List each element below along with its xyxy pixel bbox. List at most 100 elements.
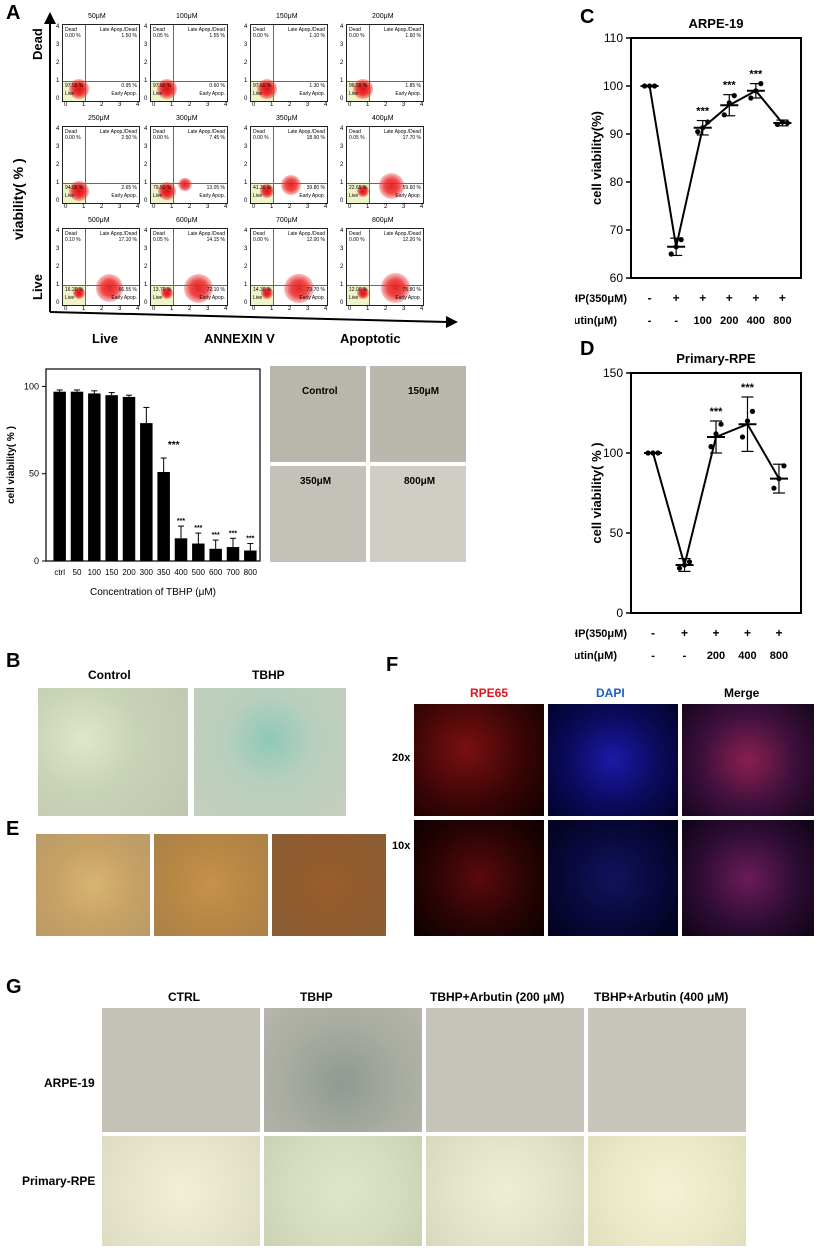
bar-x-tick-label: 150 (105, 568, 119, 577)
flow-y-tick: 2 (144, 264, 148, 270)
panel-f-dapi-10x (548, 820, 678, 936)
data-point (774, 121, 781, 127)
flow-y-tick: 2 (144, 60, 148, 66)
flow-y-tick: 0 (144, 198, 148, 204)
panel-f-merge-10x (682, 820, 814, 936)
significance-label: *** (723, 80, 737, 92)
flow-x-tick: 4 (136, 306, 140, 312)
flow-plot: Dead 0.00 % Late Apop./Dead 1.60 % 96.55 % L… (346, 24, 424, 102)
quadrant-dead-value: 0.00 % (253, 33, 269, 39)
flow-y-tick: 2 (56, 264, 60, 270)
flow-x-tick: 0 (348, 102, 352, 108)
chart-title: Primary-RPE (676, 351, 756, 366)
bar-mark (70, 391, 84, 561)
bar-x-axis-label: Concentration of TBHP (μM) (90, 587, 216, 598)
flow-y-tick: 2 (56, 60, 60, 66)
quadrant-live-value: 14.30 % (253, 287, 272, 293)
quadrant-early-value: 2.65 % (121, 185, 137, 191)
flow-y-tick: 2 (144, 162, 148, 168)
quadrant-late-label: Late Apop./Dead (287, 129, 325, 135)
data-point (681, 562, 688, 568)
primary-rpe-viability-chart: Primary-RPE 0 50 100 150 cell viability( % ) -… (575, 351, 802, 662)
panel-g-arpe-ctrl (102, 1008, 260, 1132)
flow-x-tick: 1 (170, 306, 174, 312)
bar-x-tick-label: ctrl (54, 568, 65, 577)
bar-mark (226, 547, 240, 561)
bar-x-tick-label: 350 (157, 568, 171, 577)
quadrant-late-value: 1.50 % (121, 33, 137, 39)
flow-plot: Dead 0.05 % Late Apop./Dead 1.55 % 97.80 % L… (150, 24, 228, 102)
flow-y-tick: 2 (340, 162, 344, 168)
flow-plot: Dead 0.00 % Late Apop./Dead 12.00 % 14.30 %… (250, 228, 328, 306)
flow-y-tick: 0 (56, 300, 60, 306)
quadrant-dead-value: 0.05 % (349, 135, 365, 141)
data-point (776, 476, 782, 482)
quadrant-dead-value: 0.00 % (253, 237, 269, 243)
quadrant-early-value: 39.80 % (306, 185, 325, 191)
quadrant-live-value: 41.30 % (253, 185, 272, 191)
quadrant-early-label: Early Apop. (395, 91, 421, 97)
arbutin-dose: 400 (747, 315, 765, 327)
panel-g-ctrl-label: CTRL (168, 990, 200, 1004)
panel-g-prim-ctrl (102, 1136, 260, 1246)
data-point (646, 83, 653, 89)
data-point (718, 421, 724, 427)
apoptotic-population (284, 273, 314, 303)
panel-label-d: D (580, 338, 595, 360)
apoptotic-population (378, 173, 405, 199)
quadrant-early-value: 1.30 % (309, 83, 325, 89)
significance-label: *** (696, 106, 710, 118)
panel-g-primary-label: Primary-RPE (22, 1174, 96, 1188)
quadrant-live-value: 97.80 % (153, 83, 172, 89)
flow-x-tick: 1 (270, 102, 274, 108)
y-axis-label: cell viability( % ) (589, 442, 604, 543)
quadrant-early-value: 73.70 % (306, 287, 325, 293)
flow-axes (44, 12, 458, 328)
flow-x-tick: 1 (82, 102, 86, 108)
quadrant-dead-label: Dead (65, 27, 77, 33)
flow-x-tick: 4 (324, 102, 328, 108)
flow-y-tick: 4 (244, 126, 248, 132)
flow-x-tick: 0 (252, 306, 256, 312)
flow-x-tick: 2 (384, 306, 388, 312)
panel-e-image-3 (272, 834, 386, 936)
flow-y-tick: 1 (56, 282, 60, 288)
micrograph-control-label: Control (302, 386, 338, 397)
panel-label-f: F (386, 654, 399, 676)
quadrant-late-value: 2.50 % (121, 135, 137, 141)
flow-y-tick: 1 (244, 78, 248, 84)
bar-mark (192, 543, 205, 561)
quadrant-dead-label: Dead (65, 129, 77, 135)
flow-x-tick: 0 (348, 306, 352, 312)
gate-h-line (63, 81, 139, 82)
tbhp-sign: - (648, 291, 652, 305)
micrograph-350-label: 350μM (300, 476, 332, 487)
quadrant-live-value: 16.20 % (65, 287, 84, 293)
flow-x-tick: 1 (170, 102, 174, 108)
panel-f-dapi-20x (548, 704, 678, 816)
quadrant-dead-label: Dead (349, 129, 361, 135)
quadrant-dead-value: 0.00 % (153, 135, 169, 141)
flow-x-apoptotic-label: Apoptotic (340, 331, 401, 346)
flow-x-tick: 2 (288, 204, 292, 210)
quadrant-dead-label: Dead (153, 231, 165, 237)
quadrant-live-label: Live (65, 295, 75, 301)
arbutin-dose: 200 (720, 315, 738, 327)
quadrant-late-label: Late Apop./Dead (99, 129, 137, 135)
panel-f-10x-label: 10x (392, 840, 411, 852)
flow-y-tick: 3 (340, 42, 344, 48)
flow-y-tick: 4 (340, 126, 344, 132)
flow-y-tick: 4 (144, 24, 148, 30)
flow-x-tick: 4 (224, 204, 228, 210)
quadrant-live-value: 97.55 % (65, 83, 84, 89)
apoptotic-population (178, 177, 192, 192)
apoptotic-population (95, 274, 123, 302)
gate-v-line (369, 127, 370, 203)
quadrant-live-value: 22.65 % (349, 185, 368, 191)
panel-f-rpe65-label: RPE65 (470, 686, 509, 700)
panel-f-20x-label: 20x (392, 752, 411, 764)
quadrant-dead-value: 0.05 % (153, 33, 169, 39)
panel-g-arpe-tbhp (264, 1008, 422, 1132)
data-point (779, 119, 786, 125)
flow-y-tick: 1 (144, 78, 148, 84)
